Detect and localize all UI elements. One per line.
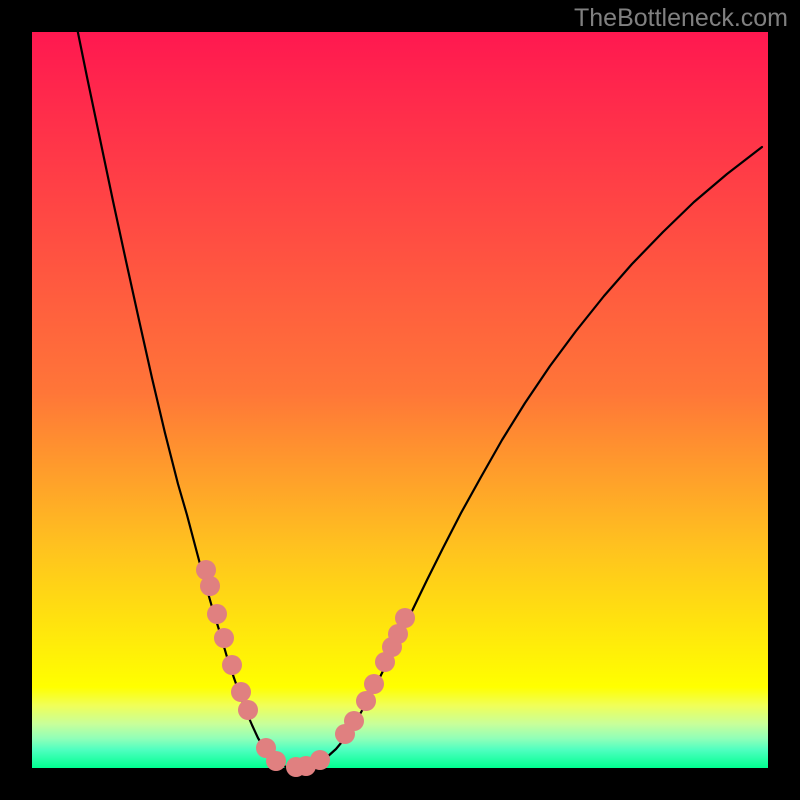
marker-left xyxy=(238,700,258,720)
marker-left xyxy=(231,682,251,702)
chart-overlay xyxy=(0,0,800,800)
marker-left xyxy=(200,576,220,596)
marker-right xyxy=(364,674,384,694)
marker-right xyxy=(395,608,415,628)
chart-frame: TheBottleneck.com xyxy=(0,0,800,800)
marker-left xyxy=(207,604,227,624)
bottleneck-curve xyxy=(75,18,762,768)
marker-left xyxy=(266,751,286,771)
marker-right xyxy=(356,691,376,711)
marker-right xyxy=(310,750,330,770)
marker-left xyxy=(222,655,242,675)
marker-left xyxy=(214,628,234,648)
marker-right xyxy=(344,711,364,731)
